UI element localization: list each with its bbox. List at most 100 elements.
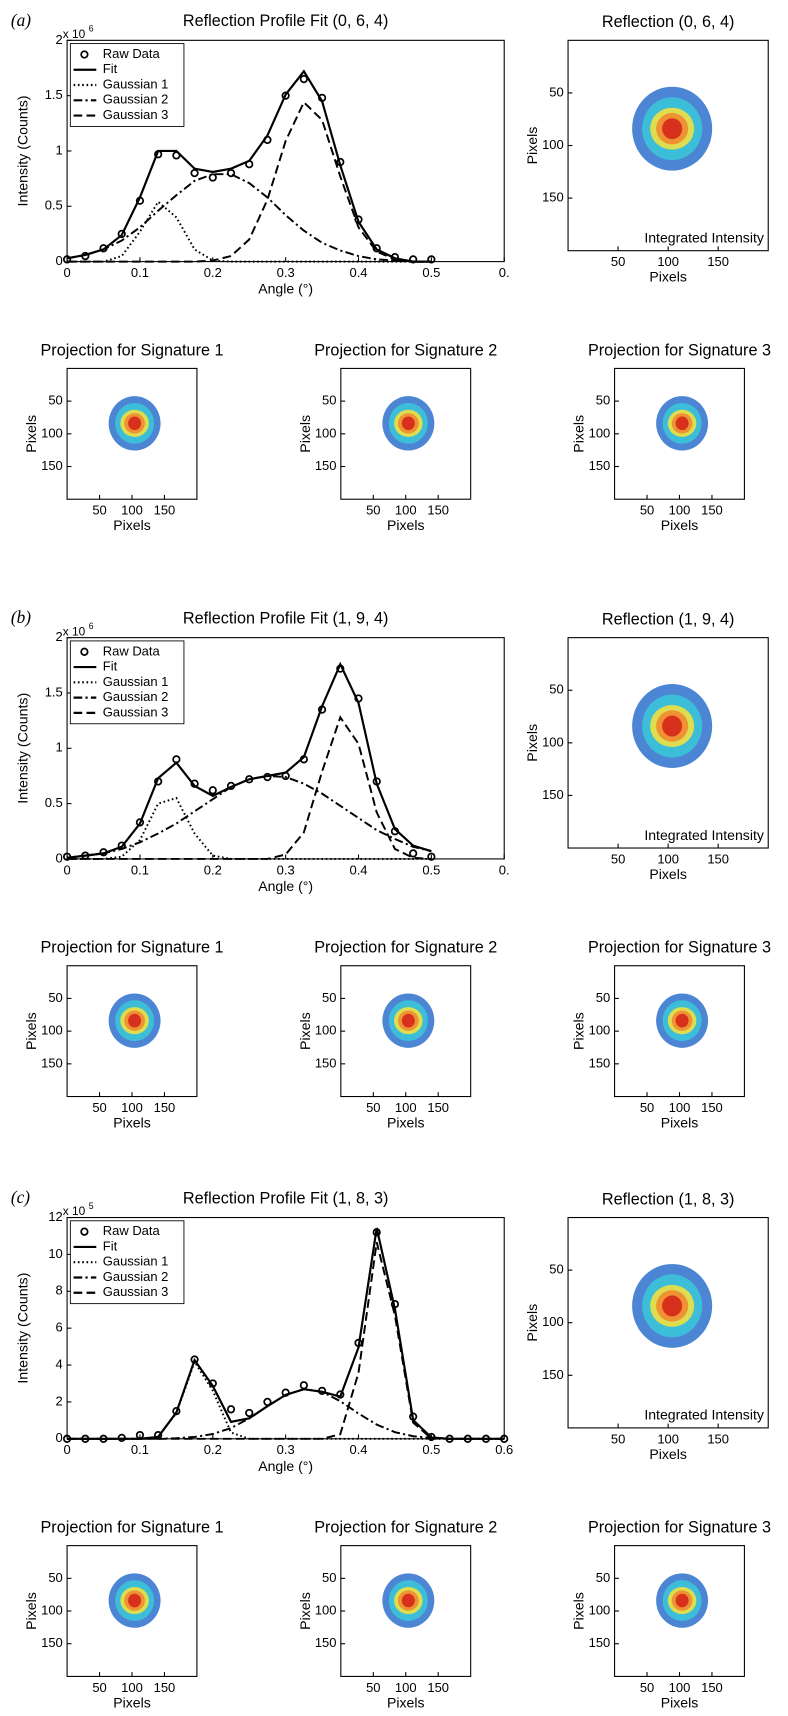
y-tick-label: 150 <box>542 787 564 802</box>
x-tick-label: 0.3 <box>277 862 295 877</box>
y-axis-label: Pixels <box>23 415 39 453</box>
x-tick-label: 150 <box>427 503 449 518</box>
x-tick-label: 150 <box>154 1100 176 1115</box>
chart-title: Projection for Signature 2 <box>314 341 497 359</box>
legend-label: Gaussian 3 <box>103 704 169 719</box>
legend-label: Gaussian 3 <box>103 1284 169 1299</box>
y-tick-label: 50 <box>596 990 610 1005</box>
y-tick-label: 150 <box>589 1635 611 1650</box>
raw-data-point <box>299 1381 308 1390</box>
chart-title: Reflection (0, 6, 4) <box>602 13 735 31</box>
x-tick-label: 150 <box>707 254 729 269</box>
chart-title: Projection for Signature 2 <box>314 939 497 957</box>
intensity-blob <box>675 416 689 431</box>
y-tick-label: 100 <box>315 1602 337 1617</box>
y-tick-label: 150 <box>41 458 63 473</box>
x-tick-label: 100 <box>669 1100 691 1115</box>
x-axis-label: Angle (°) <box>258 878 313 894</box>
series-line <box>67 1359 505 1440</box>
x-tick-label: 0. <box>499 862 510 877</box>
y-tick-label: 1.5 <box>45 684 63 699</box>
intensity-blob <box>662 118 683 140</box>
x-tick-label: 50 <box>92 1680 106 1695</box>
legend-label: Gaussian 3 <box>103 107 169 122</box>
y-tick-label: 12 <box>48 1209 62 1224</box>
y-axis-label: Pixels <box>297 1012 313 1050</box>
x-tick-label: 50 <box>611 1431 625 1446</box>
legend-label: Gaussian 1 <box>103 76 169 91</box>
raw-data-point <box>336 1390 345 1399</box>
y-axis-label: Pixels <box>297 415 313 453</box>
raw-data-point <box>135 818 145 827</box>
legend-label: Fit <box>103 658 118 673</box>
y-tick-label: 150 <box>41 1635 63 1650</box>
chart-title: Reflection (1, 9, 4) <box>602 610 735 628</box>
x-tick-label: 100 <box>669 1680 691 1695</box>
x-tick-label: 0.3 <box>277 1442 295 1457</box>
x-axis-label: Pixels <box>649 1446 687 1462</box>
y-tick-label: 0.5 <box>45 198 63 213</box>
x-axis-label: Pixels <box>387 1114 425 1130</box>
x-tick-label: 0.1 <box>131 265 149 280</box>
y-tick-label: 0 <box>56 1430 63 1445</box>
legend-label: Gaussian 1 <box>103 674 169 689</box>
x-tick-label: 100 <box>121 1100 143 1115</box>
legend-label: Raw Data <box>103 1223 161 1238</box>
x-axis-label: Angle (°) <box>258 281 313 297</box>
raw-data-point <box>281 91 290 100</box>
y-tick-label: 100 <box>315 1023 337 1038</box>
chart-title: Projection for Signature 1 <box>40 939 223 957</box>
legend-label: Gaussian 1 <box>103 1254 169 1269</box>
y-tick-label: 50 <box>549 682 563 697</box>
y-tick-label: 100 <box>589 1602 611 1617</box>
series-line <box>67 200 432 263</box>
y-tick-label: 100 <box>41 1602 63 1617</box>
y-tick-label: 100 <box>542 734 564 749</box>
series-line <box>67 100 432 263</box>
x-tick-label: 0.4 <box>349 1442 367 1457</box>
y-axis-label: Pixels <box>524 724 540 762</box>
legend-box <box>69 43 185 127</box>
y-tick-label: 150 <box>315 1055 337 1070</box>
y-tick-label: 150 <box>589 458 611 473</box>
raw-data-point <box>226 168 236 178</box>
y-tick-label: 100 <box>542 137 564 152</box>
chart-title: Reflection (1, 8, 3) <box>602 1190 735 1208</box>
chart-title: Reflection Profile Fit (0, 6, 4) <box>183 12 389 30</box>
y-tick-label: 50 <box>549 84 563 99</box>
y-tick-label: 2 <box>56 1393 63 1408</box>
y-multiplier: x 10 <box>63 624 86 638</box>
x-tick-label: 0.4 <box>349 265 367 280</box>
legend-marker <box>80 50 89 59</box>
x-tick-label: 50 <box>611 254 625 269</box>
series-line <box>66 661 432 859</box>
x-tick-label: 50 <box>366 1100 380 1115</box>
x-tick-label: 150 <box>701 503 723 518</box>
intensity-blob <box>675 1593 689 1608</box>
x-tick-label: 150 <box>707 1431 729 1446</box>
y-tick-label: 100 <box>315 425 337 440</box>
x-tick-label: 0 <box>63 862 70 877</box>
x-tick-label: 100 <box>657 254 679 269</box>
y-tick-label: 150 <box>41 1055 63 1070</box>
y-axis-label: Pixels <box>297 1592 313 1630</box>
intensity-blob <box>128 416 142 431</box>
y-tick-label: 1 <box>56 740 63 755</box>
intensity-blob <box>401 416 415 431</box>
x-tick-label: 100 <box>395 503 417 518</box>
x-tick-label: 0.2 <box>204 265 222 280</box>
y-axis-label: Pixels <box>524 127 540 165</box>
y-tick-label: 100 <box>41 1023 63 1038</box>
x-tick-label: 150 <box>427 1100 449 1115</box>
y-tick-label: 50 <box>322 1570 336 1585</box>
x-axis-label: Pixels <box>387 517 425 533</box>
y-tick-label: 150 <box>589 1055 611 1070</box>
y-tick-label: 100 <box>41 425 63 440</box>
y-tick-label: 50 <box>322 990 336 1005</box>
panel-label: (b) <box>11 608 31 627</box>
x-tick-label: 0 <box>63 265 70 280</box>
y-tick-label: 50 <box>48 990 62 1005</box>
figure-body: (a) Reflection Profile Fit (0, 6, 4)x 10 6… <box>11 11 771 1711</box>
y-tick-label: 1 <box>56 142 63 157</box>
x-axis-label: Pixels <box>661 1694 699 1710</box>
